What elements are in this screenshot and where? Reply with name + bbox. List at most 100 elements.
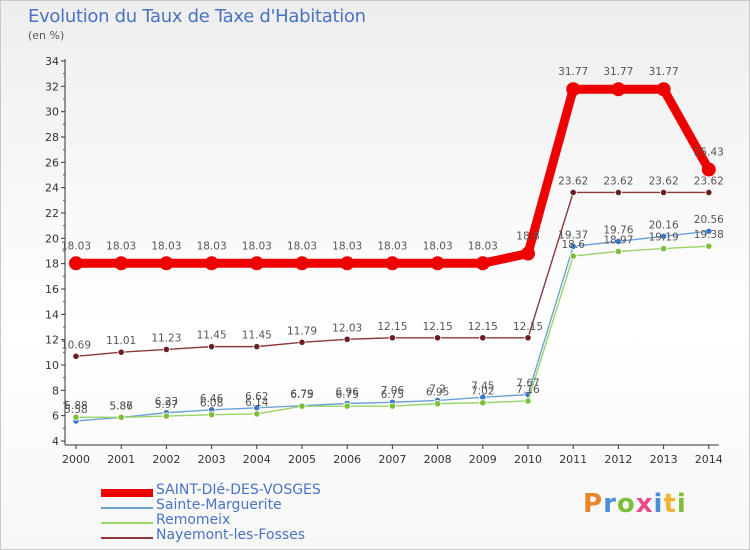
- series-point-3: [659, 188, 668, 197]
- series-point-2: [388, 402, 396, 410]
- data-label: 18.03: [423, 240, 453, 252]
- y-tick-label: 4: [52, 435, 59, 448]
- data-label: 11.45: [242, 330, 272, 342]
- x-tick-label: 2011: [559, 453, 587, 466]
- data-label: 19.76: [603, 224, 633, 236]
- line-chart: 4 6 8 10 12 14 16 18 20 22 24 26 28 30 32 34 2000 2001 200…: [45, 55, 724, 466]
- data-label: 5.87: [110, 400, 133, 412]
- series-point-0: [204, 256, 219, 271]
- data-label: 18.03: [197, 240, 227, 252]
- series-point-2: [208, 411, 216, 419]
- x-tick-label: 2008: [424, 453, 452, 466]
- data-label: 6.23: [155, 396, 178, 408]
- data-label: 23.62: [603, 175, 633, 187]
- y-tick-label: 32: [45, 80, 59, 93]
- data-label: 7.45: [471, 380, 494, 392]
- data-label: 6.95: [426, 387, 449, 399]
- series-point-3: [343, 335, 351, 343]
- y-tick-label: 20: [45, 232, 59, 245]
- x-tick-label: 2001: [107, 453, 135, 466]
- series-point-0: [114, 256, 129, 271]
- series-point-0: [340, 256, 355, 271]
- y-tick-label: 6: [52, 410, 59, 423]
- data-label: 25.43: [694, 147, 724, 159]
- data-label: 11.45: [197, 330, 227, 342]
- series-point-2: [343, 402, 351, 410]
- legend-label: Remomeix: [156, 512, 231, 528]
- x-tick-label: 2005: [288, 453, 316, 466]
- data-label: 23.62: [694, 175, 724, 187]
- data-label: 6.62: [245, 391, 268, 403]
- data-label: 31.77: [603, 66, 633, 78]
- data-label: 6.79: [290, 389, 313, 401]
- data-label: 19.37: [558, 229, 588, 241]
- series-point-0: [385, 256, 400, 271]
- x-tick-label: 2010: [514, 453, 542, 466]
- data-label: 6.08: [200, 398, 223, 410]
- x-tick-label: 2014: [695, 453, 723, 466]
- data-label: 6.14: [245, 397, 269, 409]
- data-label: 18.03: [377, 240, 407, 252]
- series-point-2: [614, 247, 623, 255]
- series-point-3: [524, 334, 532, 342]
- data-label: 20.56: [694, 214, 724, 226]
- legend-label: SAINT-DIé-DES-VOSGES: [156, 482, 321, 498]
- data-label: 6.75: [336, 389, 359, 401]
- series-point-0: [611, 82, 626, 97]
- series-point-3: [298, 338, 306, 346]
- series-point-0: [249, 256, 264, 271]
- data-label: 18.03: [151, 240, 181, 252]
- data-label: 18.03: [287, 240, 317, 252]
- series-point-2: [298, 402, 306, 410]
- series-point-2: [162, 412, 170, 420]
- series-point-3: [72, 352, 80, 360]
- data-label: 19.38: [694, 229, 724, 241]
- chart-title: Evolution du Taux de Taxe d'Habitation: [28, 6, 366, 27]
- data-label: 5.58: [64, 404, 87, 416]
- data-label: 6.96: [336, 387, 360, 399]
- data-label: 12.03: [332, 322, 362, 334]
- data-label: 5.97: [155, 399, 178, 411]
- series-point-2: [479, 399, 487, 407]
- proxiti-logo: Proxiti: [583, 489, 687, 519]
- y-tick-label: 18: [45, 258, 59, 271]
- series-point-3: [614, 188, 623, 197]
- data-label: 7.06: [381, 385, 405, 397]
- legend-swatch: [101, 537, 153, 539]
- data-label: 7.2: [429, 383, 446, 395]
- series-point-3: [388, 334, 396, 342]
- data-label: 11.23: [151, 332, 181, 344]
- data-label: 11.01: [106, 335, 136, 347]
- legend-label: Sainte-Marguerite: [156, 497, 282, 513]
- data-label: 7.16: [516, 384, 540, 396]
- data-label: 18.97: [603, 234, 633, 246]
- data-label: 5.86: [110, 400, 134, 412]
- x-tick-label: 2003: [198, 453, 226, 466]
- series-point-3: [162, 345, 170, 354]
- data-label: 18.03: [106, 240, 136, 252]
- y-tick-label: 14: [45, 308, 59, 321]
- series-point-1: [569, 242, 577, 250]
- y-tick-label: 22: [45, 207, 59, 220]
- x-tick-label: 2012: [604, 453, 632, 466]
- y-tick-label: 30: [45, 106, 59, 119]
- data-label: 12.15: [468, 321, 498, 333]
- series-point-0: [295, 256, 309, 271]
- y-tick-label: 24: [45, 182, 59, 195]
- series-point-2: [253, 410, 261, 418]
- data-label: 20.16: [649, 219, 679, 231]
- data-label: 11.79: [287, 325, 317, 337]
- series-point-0: [701, 162, 716, 177]
- series-point-0: [159, 256, 174, 271]
- series-point-0: [521, 246, 535, 261]
- series-point-0: [566, 82, 581, 97]
- data-label: 31.77: [558, 66, 588, 78]
- data-label: 6.75: [381, 389, 404, 401]
- data-label: 12.15: [423, 321, 453, 333]
- y-tick-label: 10: [45, 359, 59, 372]
- data-label: 12.15: [513, 321, 543, 333]
- series-point-3: [208, 343, 216, 351]
- series-point-2: [117, 413, 125, 421]
- x-tick-label: 2006: [333, 453, 361, 466]
- data-label: 18.03: [332, 240, 362, 252]
